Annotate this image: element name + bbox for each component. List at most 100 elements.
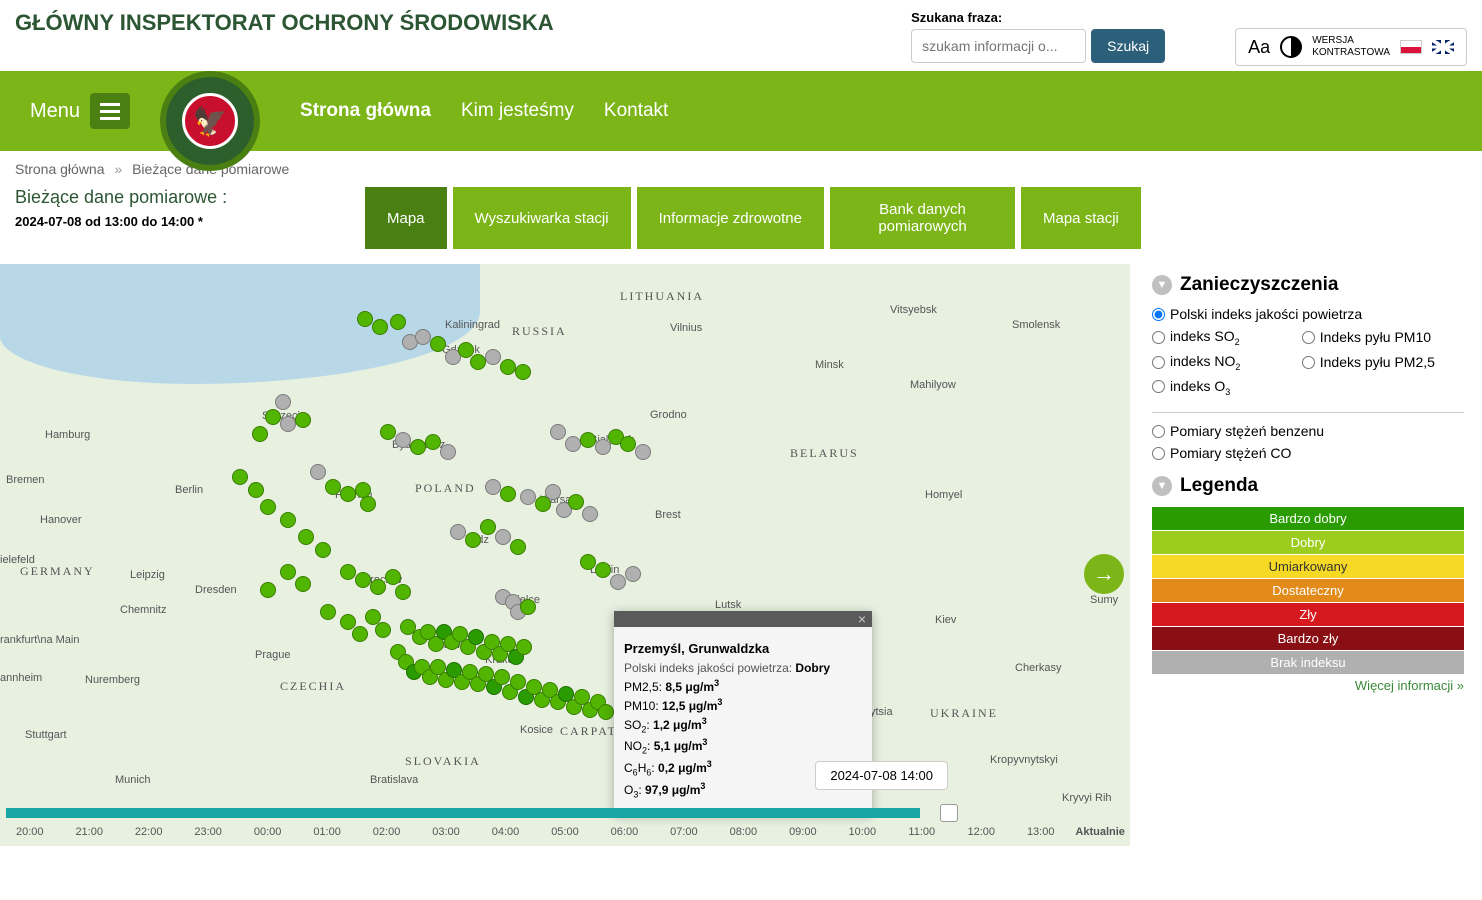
station-marker[interactable] (375, 622, 391, 638)
font-size-button[interactable]: Aa (1248, 37, 1270, 58)
station-marker[interactable] (510, 674, 526, 690)
flag-pl-icon[interactable] (1400, 40, 1422, 54)
search-input[interactable] (911, 29, 1086, 63)
contrast-icon[interactable] (1280, 36, 1302, 58)
nav-link[interactable]: Strona główna (300, 100, 431, 122)
tab[interactable]: Wyszukiwarka stacji (453, 187, 631, 249)
station-marker[interactable] (320, 604, 336, 620)
station-marker[interactable] (595, 562, 611, 578)
tab[interactable]: Mapa (365, 187, 447, 249)
station-marker[interactable] (470, 354, 486, 370)
station-marker[interactable] (545, 484, 561, 500)
legend-header[interactable]: ▼ Legenda (1152, 475, 1464, 497)
station-marker[interactable] (500, 486, 516, 502)
flag-uk-icon[interactable] (1432, 40, 1454, 54)
station-marker[interactable] (610, 574, 626, 590)
station-marker[interactable] (598, 704, 614, 720)
logo-icon[interactable]: 🦅 (160, 71, 260, 171)
station-marker[interactable] (550, 424, 566, 440)
station-marker[interactable] (520, 599, 536, 615)
station-marker[interactable] (620, 436, 636, 452)
station-marker[interactable] (480, 519, 496, 535)
station-marker[interactable] (352, 626, 368, 642)
station-marker[interactable] (565, 436, 581, 452)
station-marker[interactable] (425, 434, 441, 450)
station-marker[interactable] (355, 572, 371, 588)
map-container[interactable]: LITHUANIARUSSIABELARUSPOLANDGERMANYCZECH… (0, 264, 1130, 846)
station-marker[interactable] (520, 489, 536, 505)
station-marker[interactable] (315, 542, 331, 558)
station-marker[interactable] (340, 486, 356, 502)
pollutant-radio[interactable]: indeks NO2 (1152, 353, 1302, 372)
station-marker[interactable] (370, 579, 386, 595)
station-marker[interactable] (310, 464, 326, 480)
pollutant-radio[interactable]: indeks SO2 (1152, 328, 1302, 347)
tab[interactable]: Mapa stacji (1021, 187, 1141, 249)
breadcrumb-item[interactable]: Strona główna (15, 161, 105, 177)
station-marker[interactable] (260, 499, 276, 515)
station-marker[interactable] (325, 479, 341, 495)
station-marker[interactable] (395, 584, 411, 600)
station-marker[interactable] (500, 359, 516, 375)
hamburger-icon[interactable] (90, 93, 130, 129)
station-marker[interactable] (340, 564, 356, 580)
station-marker[interactable] (415, 329, 431, 345)
panel-toggle-button[interactable]: → (1084, 554, 1124, 594)
station-marker[interactable] (494, 669, 510, 685)
tab[interactable]: Bank danych pomiarowych (830, 187, 1015, 249)
pollutants-header[interactable]: ▼ Zanieczyszczenia (1152, 274, 1464, 296)
timeline-slider[interactable] (6, 808, 920, 818)
station-marker[interactable] (380, 424, 396, 440)
station-marker[interactable] (450, 524, 466, 540)
station-marker[interactable] (298, 529, 314, 545)
station-marker[interactable] (495, 529, 511, 545)
station-marker[interactable] (440, 444, 456, 460)
timeline-handle[interactable] (940, 804, 958, 822)
pollutant-radio[interactable]: indeks O3 (1152, 378, 1302, 397)
station-marker[interactable] (635, 444, 651, 460)
station-marker[interactable] (385, 569, 401, 585)
station-marker[interactable] (516, 639, 532, 655)
nav-link[interactable]: Kim jesteśmy (461, 100, 574, 122)
pollutant-radio[interactable]: Indeks pyłu PM10 (1302, 328, 1452, 347)
station-marker[interactable] (465, 532, 481, 548)
station-marker[interactable] (260, 582, 276, 598)
search-button[interactable]: Szukaj (1091, 29, 1165, 63)
station-marker[interactable] (625, 566, 641, 582)
pollutant-radio[interactable]: Indeks pyłu PM2,5 (1302, 353, 1452, 372)
station-marker[interactable] (580, 432, 596, 448)
station-marker[interactable] (360, 496, 376, 512)
station-marker[interactable] (357, 311, 373, 327)
nav-link[interactable]: Kontakt (604, 100, 668, 122)
station-marker[interactable] (275, 394, 291, 410)
station-marker[interactable] (295, 576, 311, 592)
station-marker[interactable] (295, 412, 311, 428)
station-marker[interactable] (390, 314, 406, 330)
pollutant-radio[interactable]: Pomiary stężeń CO (1152, 445, 1464, 461)
pollutant-radio[interactable]: Polski indeks jakości powietrza (1152, 306, 1464, 322)
pollutant-radio[interactable]: Pomiary stężeń benzenu (1152, 423, 1464, 439)
station-marker[interactable] (372, 319, 388, 335)
station-marker[interactable] (395, 432, 411, 448)
tab[interactable]: Informacje zdrowotne (637, 187, 824, 249)
more-info-link[interactable]: Więcej informacji » (1152, 678, 1464, 693)
station-marker[interactable] (410, 439, 426, 455)
station-marker[interactable] (485, 479, 501, 495)
station-marker[interactable] (485, 349, 501, 365)
close-icon[interactable]: × (858, 611, 866, 627)
station-marker[interactable] (265, 409, 281, 425)
station-marker[interactable] (232, 469, 248, 485)
station-marker[interactable] (510, 539, 526, 555)
station-marker[interactable] (280, 564, 296, 580)
station-marker[interactable] (248, 482, 264, 498)
station-marker[interactable] (515, 364, 531, 380)
station-marker[interactable] (568, 494, 584, 510)
station-marker[interactable] (430, 336, 446, 352)
station-marker[interactable] (280, 416, 296, 432)
station-marker[interactable] (582, 506, 598, 522)
station-marker[interactable] (252, 426, 268, 442)
time-tick: 09:00 (773, 826, 832, 838)
station-marker[interactable] (280, 512, 296, 528)
station-marker[interactable] (580, 554, 596, 570)
station-marker[interactable] (468, 629, 484, 645)
